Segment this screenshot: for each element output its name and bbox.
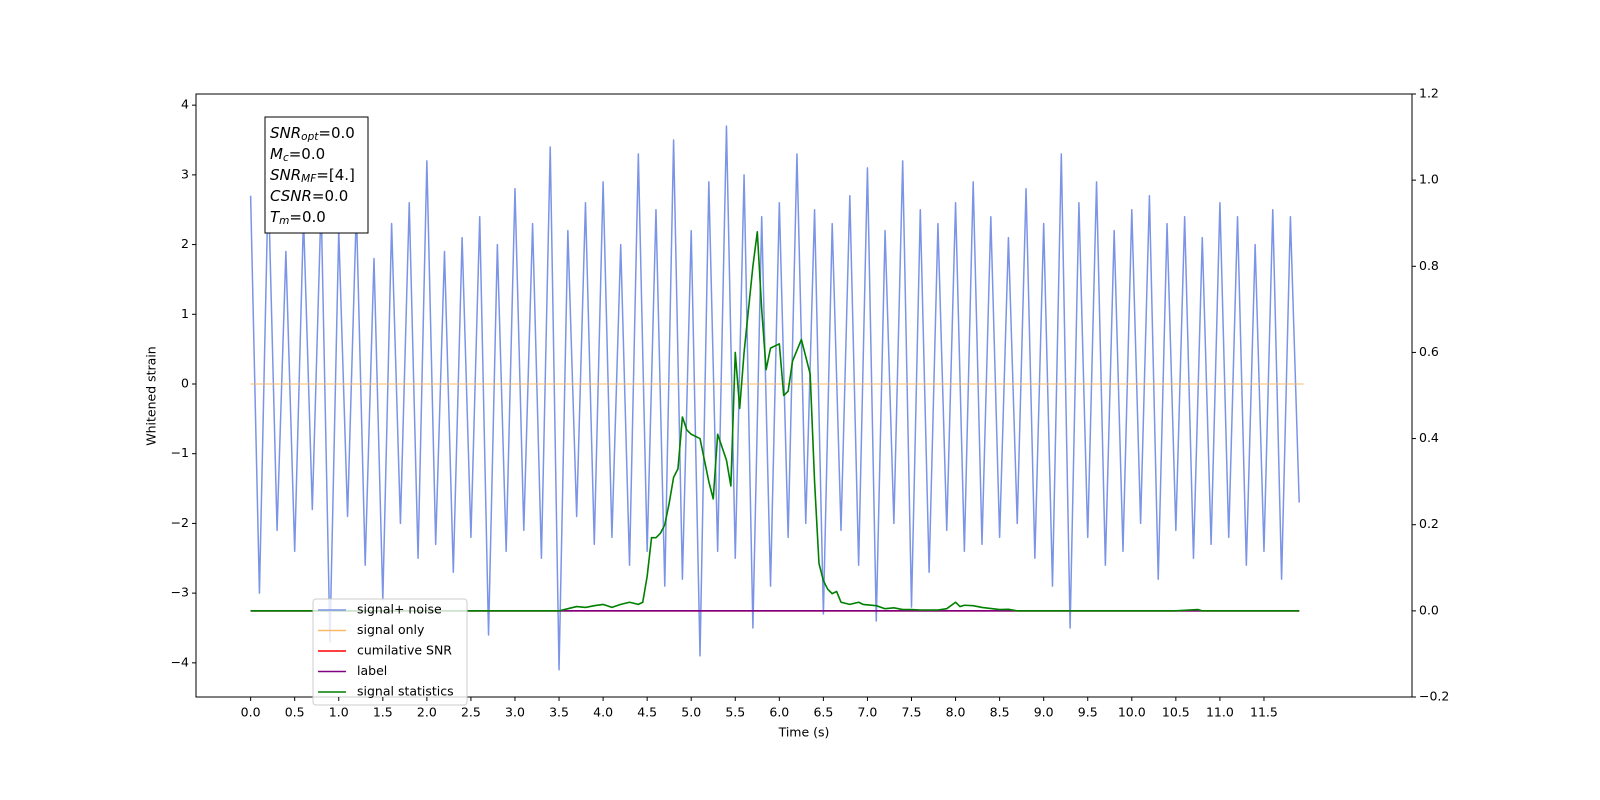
annotation-value: =0.0 xyxy=(318,124,354,142)
y-axis-label: Whitened strain xyxy=(144,346,159,445)
x-tick-label: 6.5 xyxy=(813,705,833,720)
legend-frame xyxy=(312,598,468,706)
annotation-line: CSNR=0.0 xyxy=(270,187,348,205)
y-tick-label: −2 xyxy=(171,515,189,530)
annotation-symbol: M xyxy=(270,145,283,163)
x-tick-label: 10.5 xyxy=(1162,705,1190,720)
x-tick-label: 1.5 xyxy=(373,705,393,720)
annotation-line: Tm=0.0 xyxy=(270,208,326,228)
annotation-line: SNRopt=0.0 xyxy=(270,124,355,144)
x-tick-label: 4.0 xyxy=(593,705,613,720)
y-tick-label: 2 xyxy=(181,236,189,251)
x-tick-label: 11.0 xyxy=(1206,705,1234,720)
y2-tick-label: 0.6 xyxy=(1419,344,1439,359)
x-tick-label: 9.0 xyxy=(1034,705,1054,720)
y2-tick-label: 0.4 xyxy=(1419,430,1439,445)
y2-tick-label: 0.0 xyxy=(1419,602,1439,617)
x-tick-label: 6.0 xyxy=(769,705,789,720)
x-tick-label: 11.5 xyxy=(1250,705,1278,720)
y-tick-label: 4 xyxy=(181,97,189,112)
annotation-symbol: SNR xyxy=(270,124,301,142)
legend-label: signal+ noise xyxy=(357,602,442,617)
annotation-value: =0.0 xyxy=(289,145,325,163)
y2-tick-label: 0.2 xyxy=(1419,516,1439,531)
x-tick-label: 0.5 xyxy=(285,705,305,720)
x-tick-label: 5.0 xyxy=(681,705,701,720)
x-tick-label: 9.5 xyxy=(1078,705,1098,720)
annotation-subscript: c xyxy=(283,152,289,164)
y-tick-label: −4 xyxy=(171,654,189,669)
annotation-value: =0.0 xyxy=(289,208,325,226)
annotation-subscript: MF xyxy=(301,173,317,185)
annotation-subscript: opt xyxy=(301,131,319,143)
annotation-symbol: CSNR xyxy=(270,187,312,205)
legend-label: label xyxy=(357,663,387,678)
x-tick-label: 7.5 xyxy=(902,705,922,720)
legend-label: cumilative SNR xyxy=(357,643,452,658)
x-tick-label: 8.0 xyxy=(946,705,966,720)
x-tick-label: 7.0 xyxy=(857,705,877,720)
annotation-value: =[4.] xyxy=(316,166,355,184)
x-tick-label: 3.5 xyxy=(549,705,569,720)
y-tick-label: 1 xyxy=(181,306,189,321)
legend-label: signal statistics xyxy=(357,684,454,699)
x-tick-label: 0.0 xyxy=(241,705,261,720)
x-tick-label: 2.5 xyxy=(461,705,481,720)
x-tick-label: 5.5 xyxy=(725,705,745,720)
y-tick-label: 0 xyxy=(181,375,189,390)
y2-tick-label: 0.8 xyxy=(1419,258,1439,273)
annotation-symbol: SNR xyxy=(270,166,301,184)
x-axis-label: Time (s) xyxy=(778,725,830,740)
series-line xyxy=(250,231,1300,612)
y-tick-label: −3 xyxy=(171,585,189,600)
annotation-frame xyxy=(264,116,369,234)
legend: signal+ noise signal only cumilative SNR la… xyxy=(312,598,468,706)
x-tick-label: 4.5 xyxy=(637,705,657,720)
x-tick-label: 3.0 xyxy=(505,705,525,720)
y-tick-label: −1 xyxy=(171,445,189,460)
y2-tick-label: −0.2 xyxy=(1419,689,1449,704)
series-line xyxy=(249,125,1300,671)
x-tick-label: 8.5 xyxy=(990,705,1010,720)
annotation-line: SNRMF=[4.] xyxy=(270,166,355,186)
x-tick-label: 10.0 xyxy=(1118,705,1146,720)
y2-tick-label: 1.2 xyxy=(1419,86,1439,101)
annotation-value: =0.0 xyxy=(312,187,348,205)
x-tick-label: 1.0 xyxy=(329,705,349,720)
y2-tick-label: 1.0 xyxy=(1419,172,1439,187)
x-tick-label: 2.0 xyxy=(417,705,437,720)
annotation-symbol: T xyxy=(270,208,281,226)
annotation-subscript: m xyxy=(279,215,289,227)
legend-label: signal only xyxy=(357,622,425,637)
y-tick-label: 3 xyxy=(181,166,189,181)
annotation-line: Mc=0.0 xyxy=(270,145,325,165)
axes-frame xyxy=(195,93,1413,698)
